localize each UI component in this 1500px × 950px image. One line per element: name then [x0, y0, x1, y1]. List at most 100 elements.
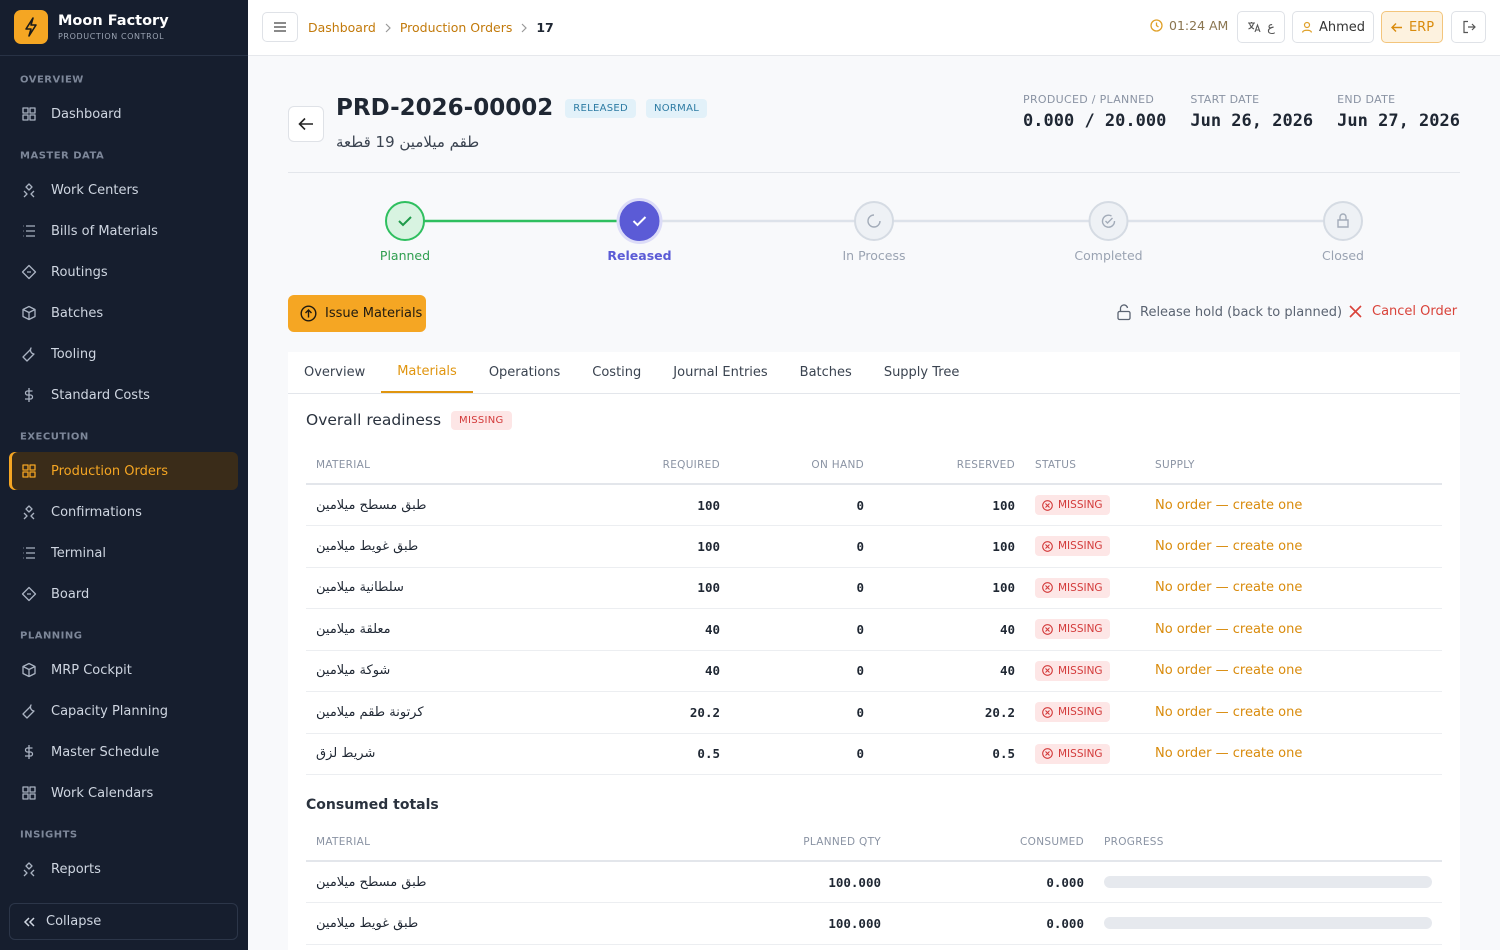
back-button[interactable] — [288, 106, 324, 142]
status-cell: MISSING — [1025, 608, 1145, 651]
nav-item[interactable]: Production Orders — [9, 452, 238, 490]
nav-item[interactable]: Confirmations — [9, 493, 238, 531]
nav-item[interactable]: Batches — [9, 294, 238, 332]
status-badge: MISSING — [1035, 536, 1110, 557]
quantity-cell: 0 — [730, 567, 874, 609]
nav-item[interactable]: Work Calendars — [9, 774, 238, 812]
nav-icon — [22, 347, 35, 362]
quantity-cell: 100 — [596, 567, 730, 609]
tab[interactable]: Supply Tree — [883, 365, 960, 380]
nav-item[interactable]: MRP Cockpit — [9, 651, 238, 689]
status-label: MISSING — [1058, 664, 1103, 677]
tab[interactable]: Costing — [592, 365, 642, 380]
nav-icon — [22, 786, 36, 800]
tab[interactable]: Journal Entries — [673, 365, 768, 380]
breadcrumb[interactable]: Dashboard — [308, 20, 376, 35]
nav-item[interactable]: Master Schedule — [9, 733, 238, 771]
status-label: MISSING — [1058, 706, 1103, 719]
nav-icon — [22, 464, 36, 478]
status-cell: MISSING — [1025, 733, 1145, 775]
status-cell: MISSING — [1025, 691, 1145, 734]
quantity-cell: 40 — [596, 650, 730, 692]
create-order-link[interactable]: No order — create one — [1155, 663, 1303, 679]
quantity-cell: 40 — [596, 608, 730, 651]
nav-icon — [23, 862, 35, 877]
nav-item[interactable]: Tooling — [9, 335, 238, 373]
table-row: طبق مسطح ميلامين 100.000 0.000 — [306, 861, 1442, 903]
material-name: طبق مسطح ميلامين — [316, 497, 427, 513]
nav-item[interactable]: Work Centers — [9, 171, 238, 209]
create-order-link[interactable]: No order — create one — [1155, 621, 1303, 637]
nav-icon — [22, 662, 36, 678]
missing-icon — [1042, 706, 1053, 718]
nav-item[interactable]: Routings — [9, 253, 238, 291]
collapse-button[interactable]: Collapse — [9, 903, 238, 940]
status-label: MISSING — [1058, 623, 1103, 636]
clock-icon — [1150, 19, 1163, 32]
nav-item[interactable]: Standard Costs — [9, 376, 238, 414]
menu-button[interactable] — [262, 12, 298, 42]
issue-materials-button[interactable]: Issue Materials — [288, 295, 426, 332]
create-order-link[interactable]: No order — create one — [1155, 497, 1303, 513]
user-name: Ahmed — [1318, 19, 1366, 35]
language-button[interactable]: ع — [1237, 11, 1285, 43]
cancel-order-button[interactable]: Cancel Order — [1348, 304, 1457, 319]
logout-button[interactable] — [1451, 11, 1486, 43]
nav-item[interactable]: Terminal — [9, 534, 238, 572]
supply-cell: No order — create one — [1145, 733, 1442, 775]
quantity-cell: 0.000 — [891, 902, 1094, 945]
language-label: ع — [1267, 19, 1275, 35]
nav-section-title: PLANNING — [20, 630, 83, 642]
create-order-link[interactable]: No order — create one — [1155, 538, 1303, 554]
stat-value: Jun 26, 2026 — [1190, 111, 1314, 131]
brand-subtitle: PRODUCTION CONTROL — [58, 32, 165, 41]
step-icon — [1337, 213, 1349, 228]
material-cell: طبق مسطح ميلامين — [306, 484, 596, 526]
nav-icon — [24, 745, 34, 759]
readiness-title: Overall readiness — [306, 411, 442, 429]
material-name: سلطانية ميلامين — [316, 580, 404, 596]
column-header: MATERIAL — [306, 446, 596, 485]
erp-button[interactable]: ERP — [1381, 11, 1443, 43]
tab[interactable]: Batches — [799, 365, 852, 380]
nav-icon — [23, 183, 35, 198]
tab[interactable]: Operations — [488, 365, 561, 380]
status-badge: MISSING — [1035, 743, 1110, 764]
nav-item[interactable]: Bills of Materials — [9, 212, 238, 250]
tab[interactable]: Materials — [381, 352, 473, 393]
nav-item[interactable]: Capacity Planning — [9, 692, 238, 730]
status-badge: MISSING — [1035, 619, 1110, 640]
supply-cell: No order — create one — [1145, 608, 1442, 651]
tab[interactable]: Overview — [304, 365, 366, 380]
user-button[interactable]: Ahmed — [1292, 11, 1374, 43]
header-stat: PRODUCED / PLANNED 0.000 / 20.000 — [1023, 93, 1166, 131]
quantity-cell: 100 — [596, 525, 730, 568]
material-name: طبق مسطح ميلامين — [316, 874, 427, 890]
status-label: MISSING — [1058, 747, 1103, 760]
nav-section-title: MASTER DATA — [20, 150, 105, 162]
step-icon — [867, 214, 881, 228]
status-badge: RELEASED — [565, 98, 636, 118]
step-label: Planned — [380, 248, 430, 263]
breadcrumb: 17 — [536, 20, 554, 35]
nav-label: Board — [51, 586, 90, 602]
header-stats: PRODUCED / PLANNED 0.000 / 20.000 START DA… — [1023, 93, 1460, 131]
nav-item[interactable]: Reports — [9, 850, 238, 888]
column-header: PROGRESS — [1094, 823, 1442, 862]
erp-label: ERP — [1408, 19, 1435, 35]
create-order-link[interactable]: No order — create one — [1155, 580, 1303, 596]
status-cell: MISSING — [1025, 650, 1145, 692]
table-row: طبق غويط ميلامين 100 0 100 MISSING No order —… — [306, 525, 1442, 568]
material-cell: سلطانية ميلامين — [306, 567, 596, 609]
nav-item[interactable]: Dashboard — [9, 95, 238, 133]
nav-icon — [24, 388, 34, 402]
nav-label: Reports — [51, 861, 101, 877]
release-hold-button[interactable]: Release hold (back to planned) — [1116, 304, 1342, 321]
column-header: STATUS — [1025, 446, 1145, 485]
breadcrumb[interactable]: Production Orders — [399, 20, 513, 35]
create-order-link[interactable]: No order — create one — [1155, 746, 1303, 762]
nav-item[interactable]: Board — [9, 575, 238, 613]
create-order-link[interactable]: No order — create one — [1155, 704, 1303, 720]
table-row: شريط لزق 0.5 0 0.5 MISSING No order — create … — [306, 733, 1442, 775]
